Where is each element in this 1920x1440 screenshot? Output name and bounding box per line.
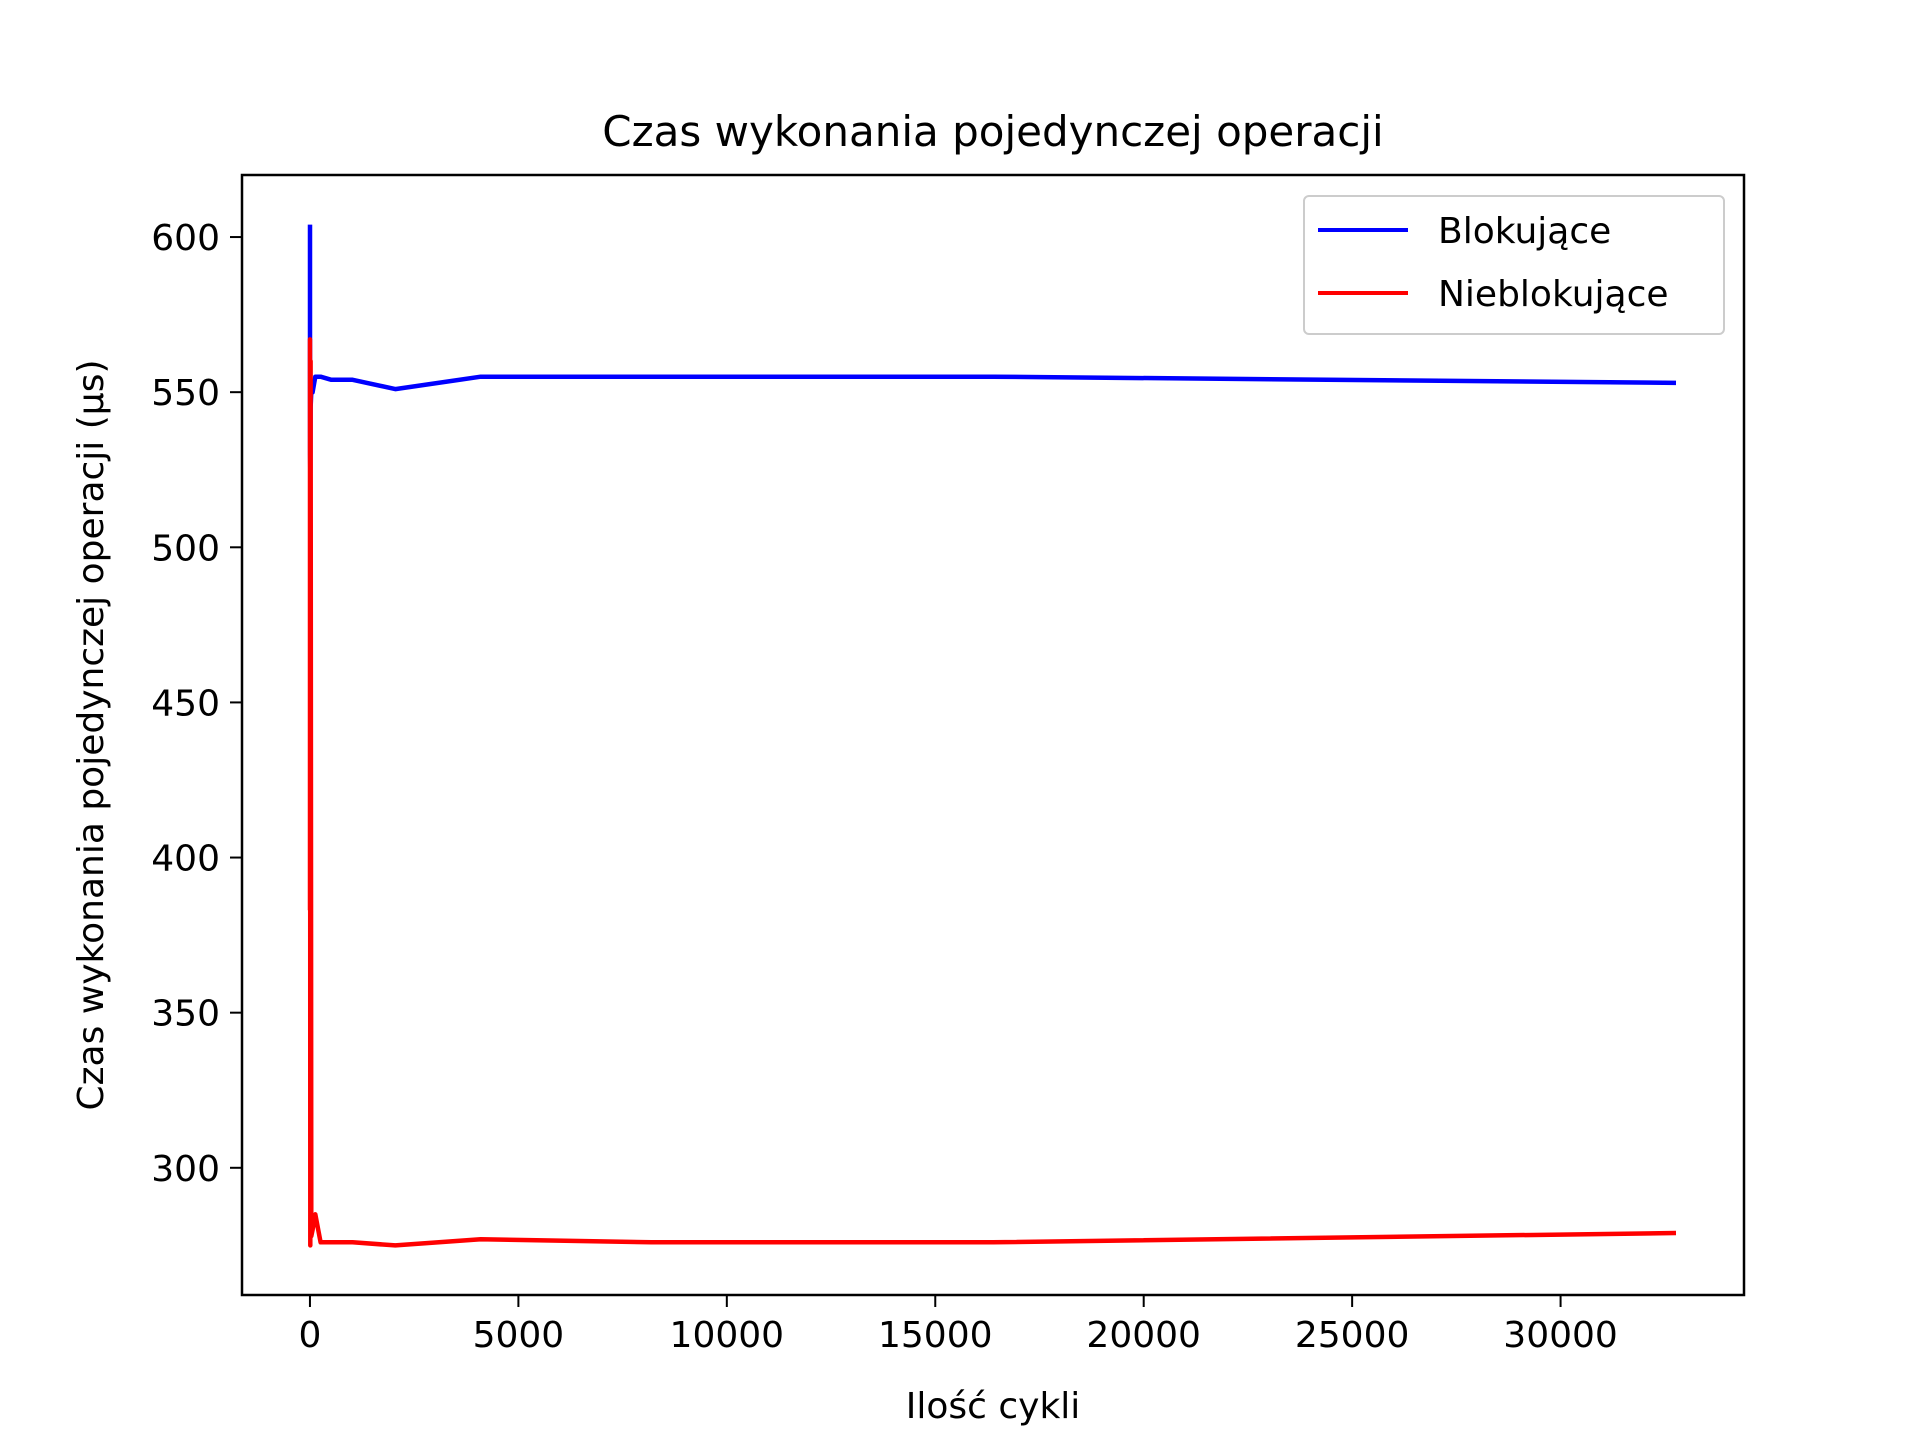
- y-tick-label: 550: [151, 373, 220, 414]
- chart-title: Czas wykonania pojedynczej operacji: [602, 107, 1383, 156]
- series-line-1: [307, 337, 1677, 1248]
- y-tick-label: 450: [151, 683, 220, 724]
- x-tick-label: 20000: [1086, 1315, 1201, 1356]
- x-tick-label: 5000: [473, 1315, 565, 1356]
- x-tick-label: 0: [298, 1315, 321, 1356]
- x-axis-label: Ilość cykli: [906, 1386, 1081, 1427]
- legend: Blokujące Nieblokujące: [1303, 195, 1725, 335]
- y-axis-label: Czas wykonania pojedynczej operacji (µs): [71, 360, 112, 1111]
- x-tick-label: 30000: [1503, 1315, 1618, 1356]
- y-tick-label: 300: [151, 1149, 220, 1190]
- y-axis: 300 350 400 450 500 550 600: [151, 218, 242, 1190]
- y-tick-label: 600: [151, 218, 220, 259]
- x-tick-label: 10000: [670, 1315, 785, 1356]
- legend-box: [1303, 195, 1725, 335]
- x-axis: 0 5000 10000 15000 20000 25000 30000: [298, 1295, 1618, 1356]
- plot-area: [307, 224, 1677, 1248]
- y-tick-label: 400: [151, 839, 220, 880]
- x-tick-label: 15000: [878, 1315, 993, 1356]
- plot-frame: [240, 173, 1746, 1297]
- legend-label-nieblokujace: Nieblokujące: [1438, 274, 1669, 315]
- legend-label-blokujace: Blokujące: [1438, 211, 1611, 252]
- x-tick-label: 25000: [1295, 1315, 1410, 1356]
- y-tick-label: 350: [151, 994, 220, 1035]
- y-tick-label: 500: [151, 528, 220, 569]
